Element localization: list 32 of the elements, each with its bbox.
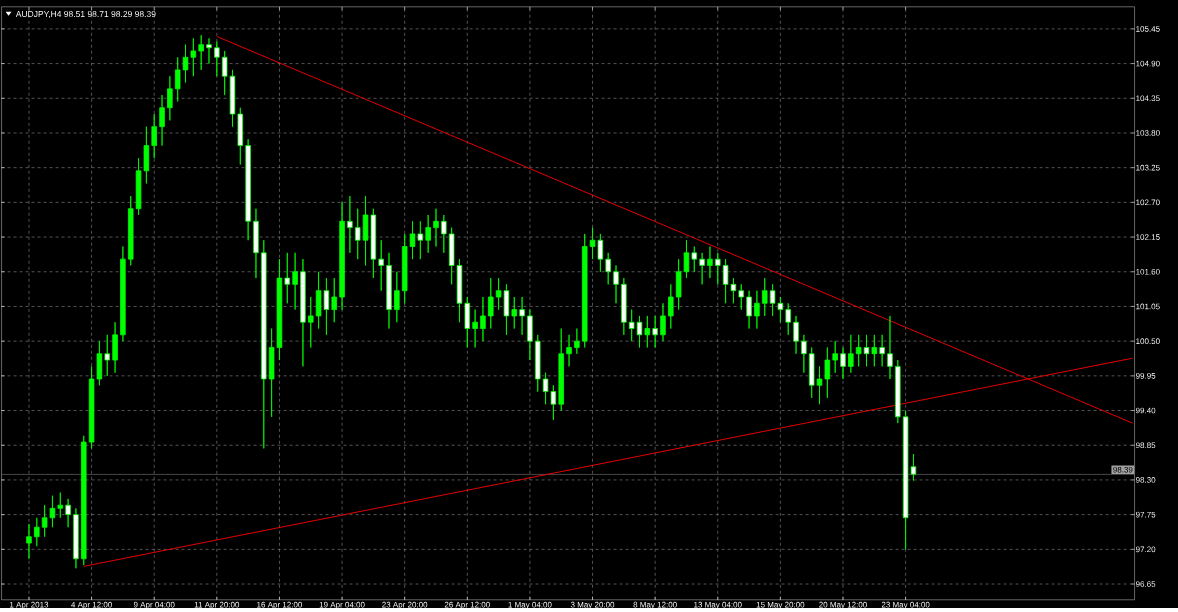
x-tick-label: 1 Apr 2013: [10, 601, 49, 610]
y-tick-label: 105.45: [1136, 26, 1160, 32]
x-tick-label: 1 May 04:00: [508, 601, 552, 610]
y-tick-label: 101.60: [1136, 268, 1160, 275]
x-tick-label: 23 May 04:00: [881, 601, 930, 610]
y-tick-label: 100.50: [1136, 338, 1160, 345]
chart-title: AUDJPY,H4 98.51 98.71 98.29 98.39: [15, 11, 156, 19]
x-tick-label: 15 May 20:00: [756, 601, 805, 610]
y-tick-label: 104.90: [1136, 60, 1160, 67]
x-tick-label: 19 Apr 04:00: [319, 601, 365, 610]
x-tick-label: 26 Apr 12:00: [444, 601, 490, 610]
y-tick-label: 103.80: [1136, 130, 1160, 136]
y-tick-label: 102.15: [1136, 234, 1160, 240]
y-tick-label: 103.25: [1136, 164, 1160, 171]
x-tick-label: 8 May 12:00: [633, 601, 677, 610]
y-tick-label: 101.05: [1136, 303, 1160, 310]
y-tick-label: 98.30: [1135, 477, 1156, 483]
y-tick-label: 104.35: [1136, 95, 1160, 102]
y-tick-label: 97.20: [1135, 546, 1156, 553]
y-tick-label: 97.75: [1135, 511, 1156, 518]
y-tick-label: 99.95: [1135, 373, 1156, 379]
x-tick-label: 23 Apr 20:00: [382, 601, 428, 610]
y-tick-label: 98.85: [1135, 442, 1156, 449]
x-tick-label: 4 Apr 12:00: [71, 601, 112, 610]
x-tick-label: 16 Apr 12:00: [257, 601, 303, 610]
y-tick-label: 99.40: [1135, 407, 1156, 414]
ref-line-label: 98.39: [1113, 466, 1133, 473]
x-tick-label: 11 Apr 20:00: [194, 601, 240, 610]
y-tick-label: 102.70: [1136, 199, 1160, 206]
x-tick-label: 3 May 20:00: [570, 601, 615, 610]
y-tick-label: 96.65: [1135, 581, 1156, 587]
x-tick-label: 20 May 12:00: [819, 601, 867, 610]
